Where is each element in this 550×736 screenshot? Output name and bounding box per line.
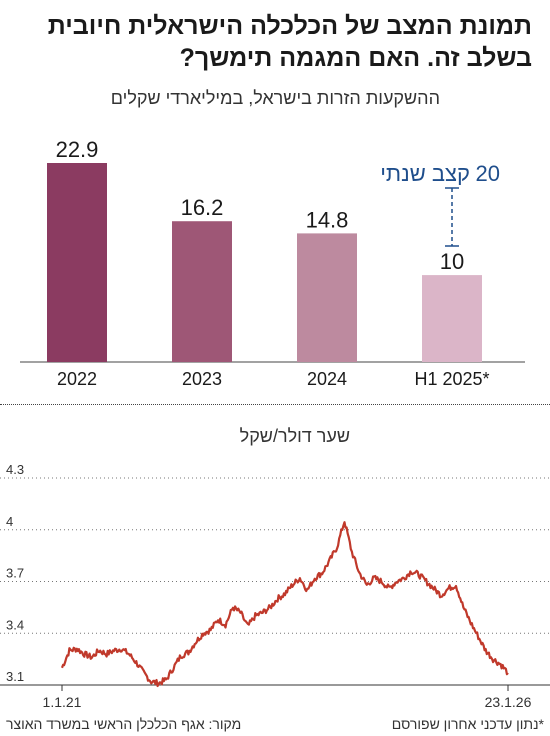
x-tick-label: 1.1.21 xyxy=(43,694,82,710)
bar-category-label: 2022 xyxy=(57,369,97,389)
bar-2023 xyxy=(172,221,232,362)
bar-category-label: 2023 xyxy=(182,369,222,389)
line-chart-title: שער דולר/שקל xyxy=(239,426,350,446)
bar-2022 xyxy=(47,163,107,362)
bar-category-label: 2024 xyxy=(307,369,347,389)
line-series-group xyxy=(60,521,509,688)
section-divider xyxy=(0,404,550,405)
y-tick-label: 3.4 xyxy=(6,617,24,632)
usd-ils-line xyxy=(60,521,509,688)
page-title: תמונת המצב של הכלכלה הישראלית חיובית בשל… xyxy=(47,12,532,72)
y-tick-label: 3.1 xyxy=(6,669,24,684)
bar-value-label: 14.8 xyxy=(306,207,349,232)
bar-category-label: H1 2025* xyxy=(414,369,489,389)
bar-value-label: 16.2 xyxy=(181,195,224,220)
y-tick-label: 3.7 xyxy=(6,566,24,581)
annotation-label: קצב שנתי xyxy=(380,161,470,186)
bar-H1 2025* xyxy=(422,275,482,362)
bar-value-label: 22.9 xyxy=(56,137,99,162)
bar-chart: 22.9 2022 16.2 2023 14.8 2024 10 H1 2025* 20קצב… xyxy=(20,137,525,389)
x-axis: 1.1.21 23.1.26 xyxy=(0,684,550,710)
bar-chart-title: ההשקעות הזרות בישראל, במיליארדי שקלים xyxy=(110,88,440,108)
footnote: *נתון עדכני אחרון שפורסם xyxy=(391,716,544,732)
x-tick-label: 23.1.26 xyxy=(485,694,532,710)
source-note: מקור: אגף הכלכלן הראשי במשרד האוצר xyxy=(6,716,242,732)
bar-2024 xyxy=(297,233,357,362)
annotation-value: 20 xyxy=(476,161,500,186)
bars-group: 22.9 2022 16.2 2023 14.8 2024 10 H1 2025* xyxy=(47,137,490,389)
bar-value-label: 10 xyxy=(440,249,464,274)
y-tick-label: 4 xyxy=(6,514,13,529)
grid-group: 3.1 3.4 3.7 4 4.3 xyxy=(0,462,550,684)
y-tick-label: 4.3 xyxy=(6,462,24,477)
